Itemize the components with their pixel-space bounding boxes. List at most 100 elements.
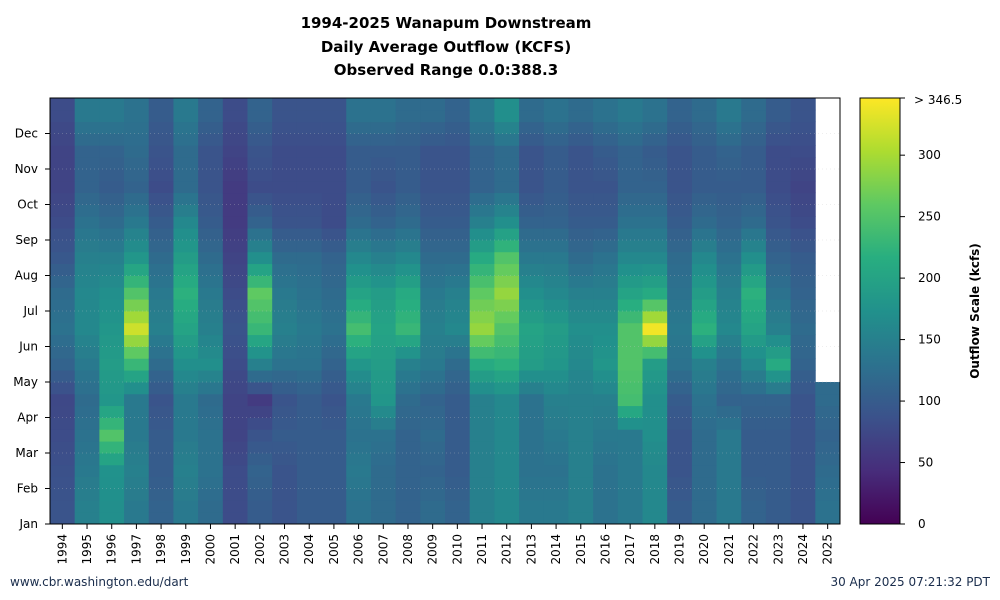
heatmap-cell (790, 228, 816, 241)
heatmap-cell (74, 322, 100, 336)
heatmap-cell (469, 287, 495, 300)
heatmap-cell (198, 98, 224, 111)
heatmap-cell (173, 216, 199, 229)
heatmap-cell (765, 299, 792, 312)
heatmap-cell (395, 441, 421, 454)
heatmap-cell (420, 157, 446, 170)
heatmap-cell (296, 240, 322, 253)
heatmap-cell (296, 393, 322, 407)
heatmap-cell (568, 488, 594, 501)
heatmap-cell (296, 121, 322, 134)
heatmap-cell (543, 346, 569, 359)
heatmap-cell (667, 476, 693, 489)
heatmap-cell (370, 464, 397, 478)
heatmap-cell (99, 157, 125, 170)
heatmap-cell (519, 311, 545, 324)
heatmap-cell (543, 500, 569, 513)
heatmap-cell (99, 441, 125, 454)
heatmap-cell (247, 216, 273, 229)
heatmap-cell (99, 311, 125, 324)
heatmap-cell (124, 322, 150, 336)
heatmap-cell (617, 251, 643, 265)
heatmap-cell (99, 346, 125, 359)
heatmap-cell (642, 145, 668, 158)
heatmap-cell (568, 263, 594, 276)
colorbar-label: Outflow Scale (kcfs) (968, 243, 982, 379)
heatmap-cell (691, 204, 717, 217)
heatmap-cell (790, 98, 816, 111)
heatmap-cell (519, 488, 545, 501)
heatmap-cell (370, 275, 397, 288)
heatmap-cell (148, 429, 174, 442)
heatmap-cell (296, 382, 322, 395)
heatmap-cell (445, 417, 471, 430)
heatmap-cell (494, 453, 520, 466)
heatmap-cell (321, 133, 347, 146)
heatmap-cell (691, 453, 717, 466)
heatmap-cell (50, 488, 76, 501)
heatmap-cell (494, 180, 520, 194)
heatmap-cell (124, 488, 150, 501)
heatmap-cell (346, 382, 372, 395)
heatmap-cell (568, 322, 594, 336)
heatmap-cell (99, 98, 125, 111)
heatmap-cell (691, 287, 717, 300)
heatmap-cell (420, 287, 446, 300)
heatmap-cell (568, 240, 594, 253)
heatmap-cell (74, 204, 100, 217)
heatmap-cell (765, 429, 792, 442)
heatmap-cell (222, 275, 248, 288)
heatmap-cell (691, 464, 717, 478)
heatmap-cell (74, 192, 100, 205)
heatmap-cell (321, 311, 347, 324)
heatmap-cell (173, 263, 199, 276)
heatmap-cell (247, 133, 273, 146)
heatmap-cell (765, 109, 792, 123)
heatmap-cell (790, 453, 816, 466)
heatmap-cell (691, 275, 717, 288)
heatmap-cell (124, 263, 150, 276)
heatmap-cell (420, 393, 446, 407)
heatmap-cell (222, 133, 248, 146)
heatmap-cell (691, 429, 717, 442)
heatmap-cell (716, 180, 742, 194)
heatmap-cell (395, 476, 421, 489)
heatmap-cell (445, 180, 471, 194)
heatmap-cell (494, 370, 520, 383)
heatmap-cell (173, 109, 199, 123)
heatmap-cell (370, 488, 397, 501)
heatmap-cell (50, 346, 76, 359)
heatmap-cell (519, 476, 545, 489)
heatmap-cell (667, 180, 693, 194)
heatmap-cell (222, 311, 248, 324)
heatmap-cell (642, 346, 668, 359)
heatmap-cell (272, 453, 298, 466)
heatmap-cell (667, 98, 693, 111)
heatmap-cell (765, 322, 792, 336)
heatmap-cell (568, 370, 594, 383)
heatmap-cell (617, 228, 643, 241)
heatmap-cell (445, 263, 471, 276)
heatmap-cell (469, 157, 495, 170)
heatmap-cell (469, 417, 495, 430)
heatmap-cell (519, 251, 545, 265)
heatmap-cell (296, 500, 322, 513)
heatmap-cell (247, 109, 273, 123)
heatmap-cell (247, 263, 273, 276)
heatmap-cell (642, 204, 668, 217)
heatmap-cell (765, 145, 792, 158)
heatmap-cell (494, 109, 520, 123)
heatmap-cell (445, 157, 471, 170)
heatmap-cell (99, 204, 125, 217)
heatmap-cell (815, 429, 841, 442)
heatmap-cell (667, 121, 693, 134)
heatmap-cell (691, 417, 717, 430)
heatmap-cell (445, 453, 471, 466)
heatmap-cell (247, 157, 273, 170)
heatmap-cell (395, 405, 421, 418)
heatmap-cell (445, 370, 471, 383)
heatmap-cell (741, 299, 767, 312)
heatmap-cell (667, 488, 693, 501)
heatmap-cell (346, 157, 372, 170)
heatmap-cell (765, 488, 792, 501)
